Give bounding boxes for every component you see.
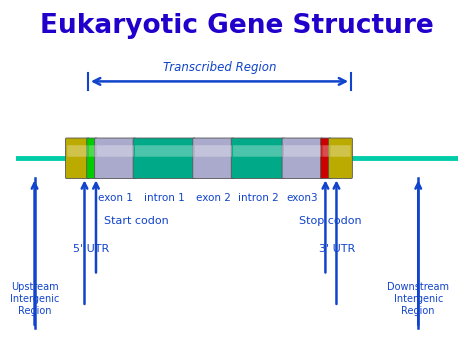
Text: Start codon: Start codon xyxy=(104,216,169,226)
FancyBboxPatch shape xyxy=(135,145,194,157)
FancyBboxPatch shape xyxy=(284,145,321,157)
Text: Upstream
Intergenic
Region: Upstream Intergenic Region xyxy=(10,282,59,316)
FancyBboxPatch shape xyxy=(133,138,195,179)
Text: exon 2: exon 2 xyxy=(196,193,230,203)
FancyBboxPatch shape xyxy=(320,138,331,179)
Text: exon3: exon3 xyxy=(287,193,318,203)
FancyBboxPatch shape xyxy=(328,138,352,179)
FancyBboxPatch shape xyxy=(322,145,329,157)
FancyBboxPatch shape xyxy=(87,138,97,179)
Text: intron 2: intron 2 xyxy=(238,193,279,203)
FancyBboxPatch shape xyxy=(89,145,96,157)
Text: Stop codon: Stop codon xyxy=(299,216,362,226)
Text: Eukaryotic Gene Structure: Eukaryotic Gene Structure xyxy=(40,13,434,39)
Text: Downstream
Intergenic
Region: Downstream Intergenic Region xyxy=(387,282,449,316)
Text: 3' UTR: 3' UTR xyxy=(319,244,355,254)
FancyBboxPatch shape xyxy=(233,145,283,157)
FancyBboxPatch shape xyxy=(330,145,351,157)
FancyBboxPatch shape xyxy=(96,145,134,157)
FancyBboxPatch shape xyxy=(193,138,234,179)
FancyBboxPatch shape xyxy=(282,138,323,179)
FancyBboxPatch shape xyxy=(95,138,136,179)
FancyBboxPatch shape xyxy=(194,145,232,157)
Text: exon 1: exon 1 xyxy=(98,193,132,203)
FancyBboxPatch shape xyxy=(65,138,90,179)
Text: intron 1: intron 1 xyxy=(144,193,184,203)
FancyBboxPatch shape xyxy=(67,145,88,157)
FancyBboxPatch shape xyxy=(231,138,285,179)
Text: Transcribed Region: Transcribed Region xyxy=(163,61,276,75)
Text: 5' UTR: 5' UTR xyxy=(73,244,109,254)
